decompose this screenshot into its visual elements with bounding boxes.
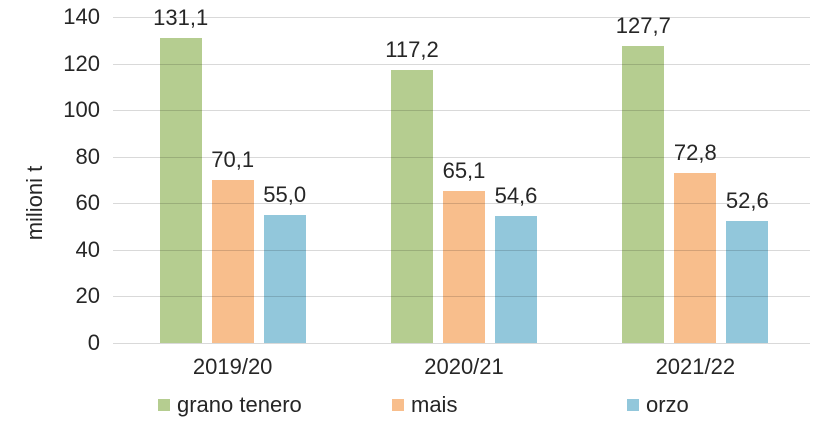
bar-value-label: 52,6 bbox=[725, 187, 769, 213]
y-tick-label: 20 bbox=[75, 283, 100, 309]
bar-value-label: 65,1 bbox=[442, 158, 486, 184]
legend-label: grano tenero bbox=[177, 392, 302, 417]
y-tick-label: 40 bbox=[75, 236, 100, 262]
bar-orzo bbox=[263, 214, 306, 343]
y-tick-label: 140 bbox=[63, 4, 100, 29]
bar-value-label: 55,0 bbox=[263, 181, 307, 207]
y-tick-label: 60 bbox=[75, 190, 100, 216]
legend-marker bbox=[627, 399, 639, 411]
bar-value-label: 127,7 bbox=[615, 12, 671, 38]
gridline bbox=[113, 203, 810, 205]
gridline bbox=[113, 17, 810, 18]
x-tick-label: 2019/20 bbox=[192, 354, 273, 379]
legend-marker bbox=[158, 399, 170, 411]
gridline bbox=[113, 63, 810, 65]
bar-grano-tenero bbox=[391, 70, 433, 343]
bar-mais bbox=[674, 173, 717, 343]
legend-item-grano-tenero: grano tenero bbox=[158, 392, 302, 418]
bar-orzo bbox=[495, 215, 537, 343]
bar-value-label: 117,2 bbox=[385, 37, 439, 63]
bar-value-label: 72,8 bbox=[673, 140, 717, 166]
bar-value-label: 54,6 bbox=[494, 182, 538, 208]
bar-orzo bbox=[726, 220, 769, 343]
legend-label: mais bbox=[411, 392, 458, 417]
bar-grano-tenero bbox=[159, 37, 202, 343]
bar-mais bbox=[443, 191, 485, 343]
x-tick-label: 2020/21 bbox=[424, 354, 504, 379]
gridline bbox=[113, 110, 810, 112]
legend-marker bbox=[392, 399, 404, 411]
gridline bbox=[113, 249, 810, 251]
bar-value-label: 70,1 bbox=[211, 146, 255, 172]
y-tick-label: 80 bbox=[75, 143, 100, 169]
gridline bbox=[113, 296, 810, 298]
legend-label: orzo bbox=[646, 392, 689, 417]
bar-mais bbox=[211, 179, 254, 343]
x-tick-label: 2021/22 bbox=[655, 354, 736, 379]
gridline bbox=[113, 156, 810, 158]
gridline bbox=[113, 343, 810, 344]
y-tick-label: 120 bbox=[63, 50, 100, 76]
bar-grano-tenero bbox=[622, 45, 665, 343]
legend-item-orzo: orzo bbox=[627, 392, 689, 418]
y-tick-label: 0 bbox=[87, 330, 100, 355]
legend-item-mais: mais bbox=[392, 392, 457, 418]
y-tick-label: 100 bbox=[63, 97, 100, 123]
bar-value-label: 131,1 bbox=[153, 4, 209, 30]
